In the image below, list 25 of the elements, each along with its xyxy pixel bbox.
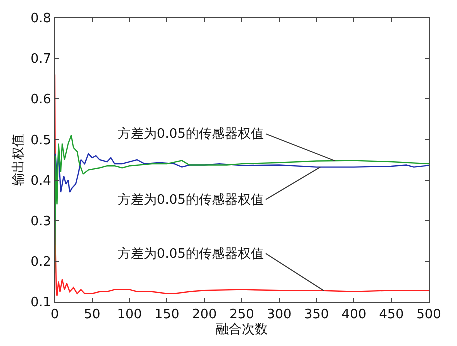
x-tick-label: 500 [416,308,442,323]
y-tick-label: 0.4 [30,174,52,189]
x-tick-label: 50 [84,308,101,323]
x-tick-label: 0 [50,308,60,323]
x-tick-label: 100 [117,308,142,323]
annotation: 方差为0.05的传感器权值 [118,246,264,262]
y-tick-label: 0.3 [30,214,52,230]
x-axis-title: 融合次数 [216,322,268,338]
y-tick-label: 0.5 [30,133,52,148]
y-tick-label: 0.8 [30,12,52,27]
x-tick-label: 300 [266,308,292,323]
y-tick-label: 0.6 [30,92,52,108]
annotation: 方差为0.05的传感器权值 [118,126,264,142]
x-tick-label: 150 [154,308,180,323]
line-series [55,74,429,297]
x-tick-label: 250 [230,308,254,323]
y-tick-label: 0.2 [30,254,52,270]
y-tick-label: 0.1 [30,296,52,311]
y-tick-label: 0.7 [30,52,52,68]
annotation: 方差为0.05的传感器权值 [118,192,264,208]
y-axis-title: 输出权值 [12,134,27,186]
x-tick-label: 200 [192,308,218,323]
x-tick-label: 350 [304,308,330,323]
x-tick-label: 450 [379,308,404,323]
x-tick-label: 400 [342,308,367,323]
